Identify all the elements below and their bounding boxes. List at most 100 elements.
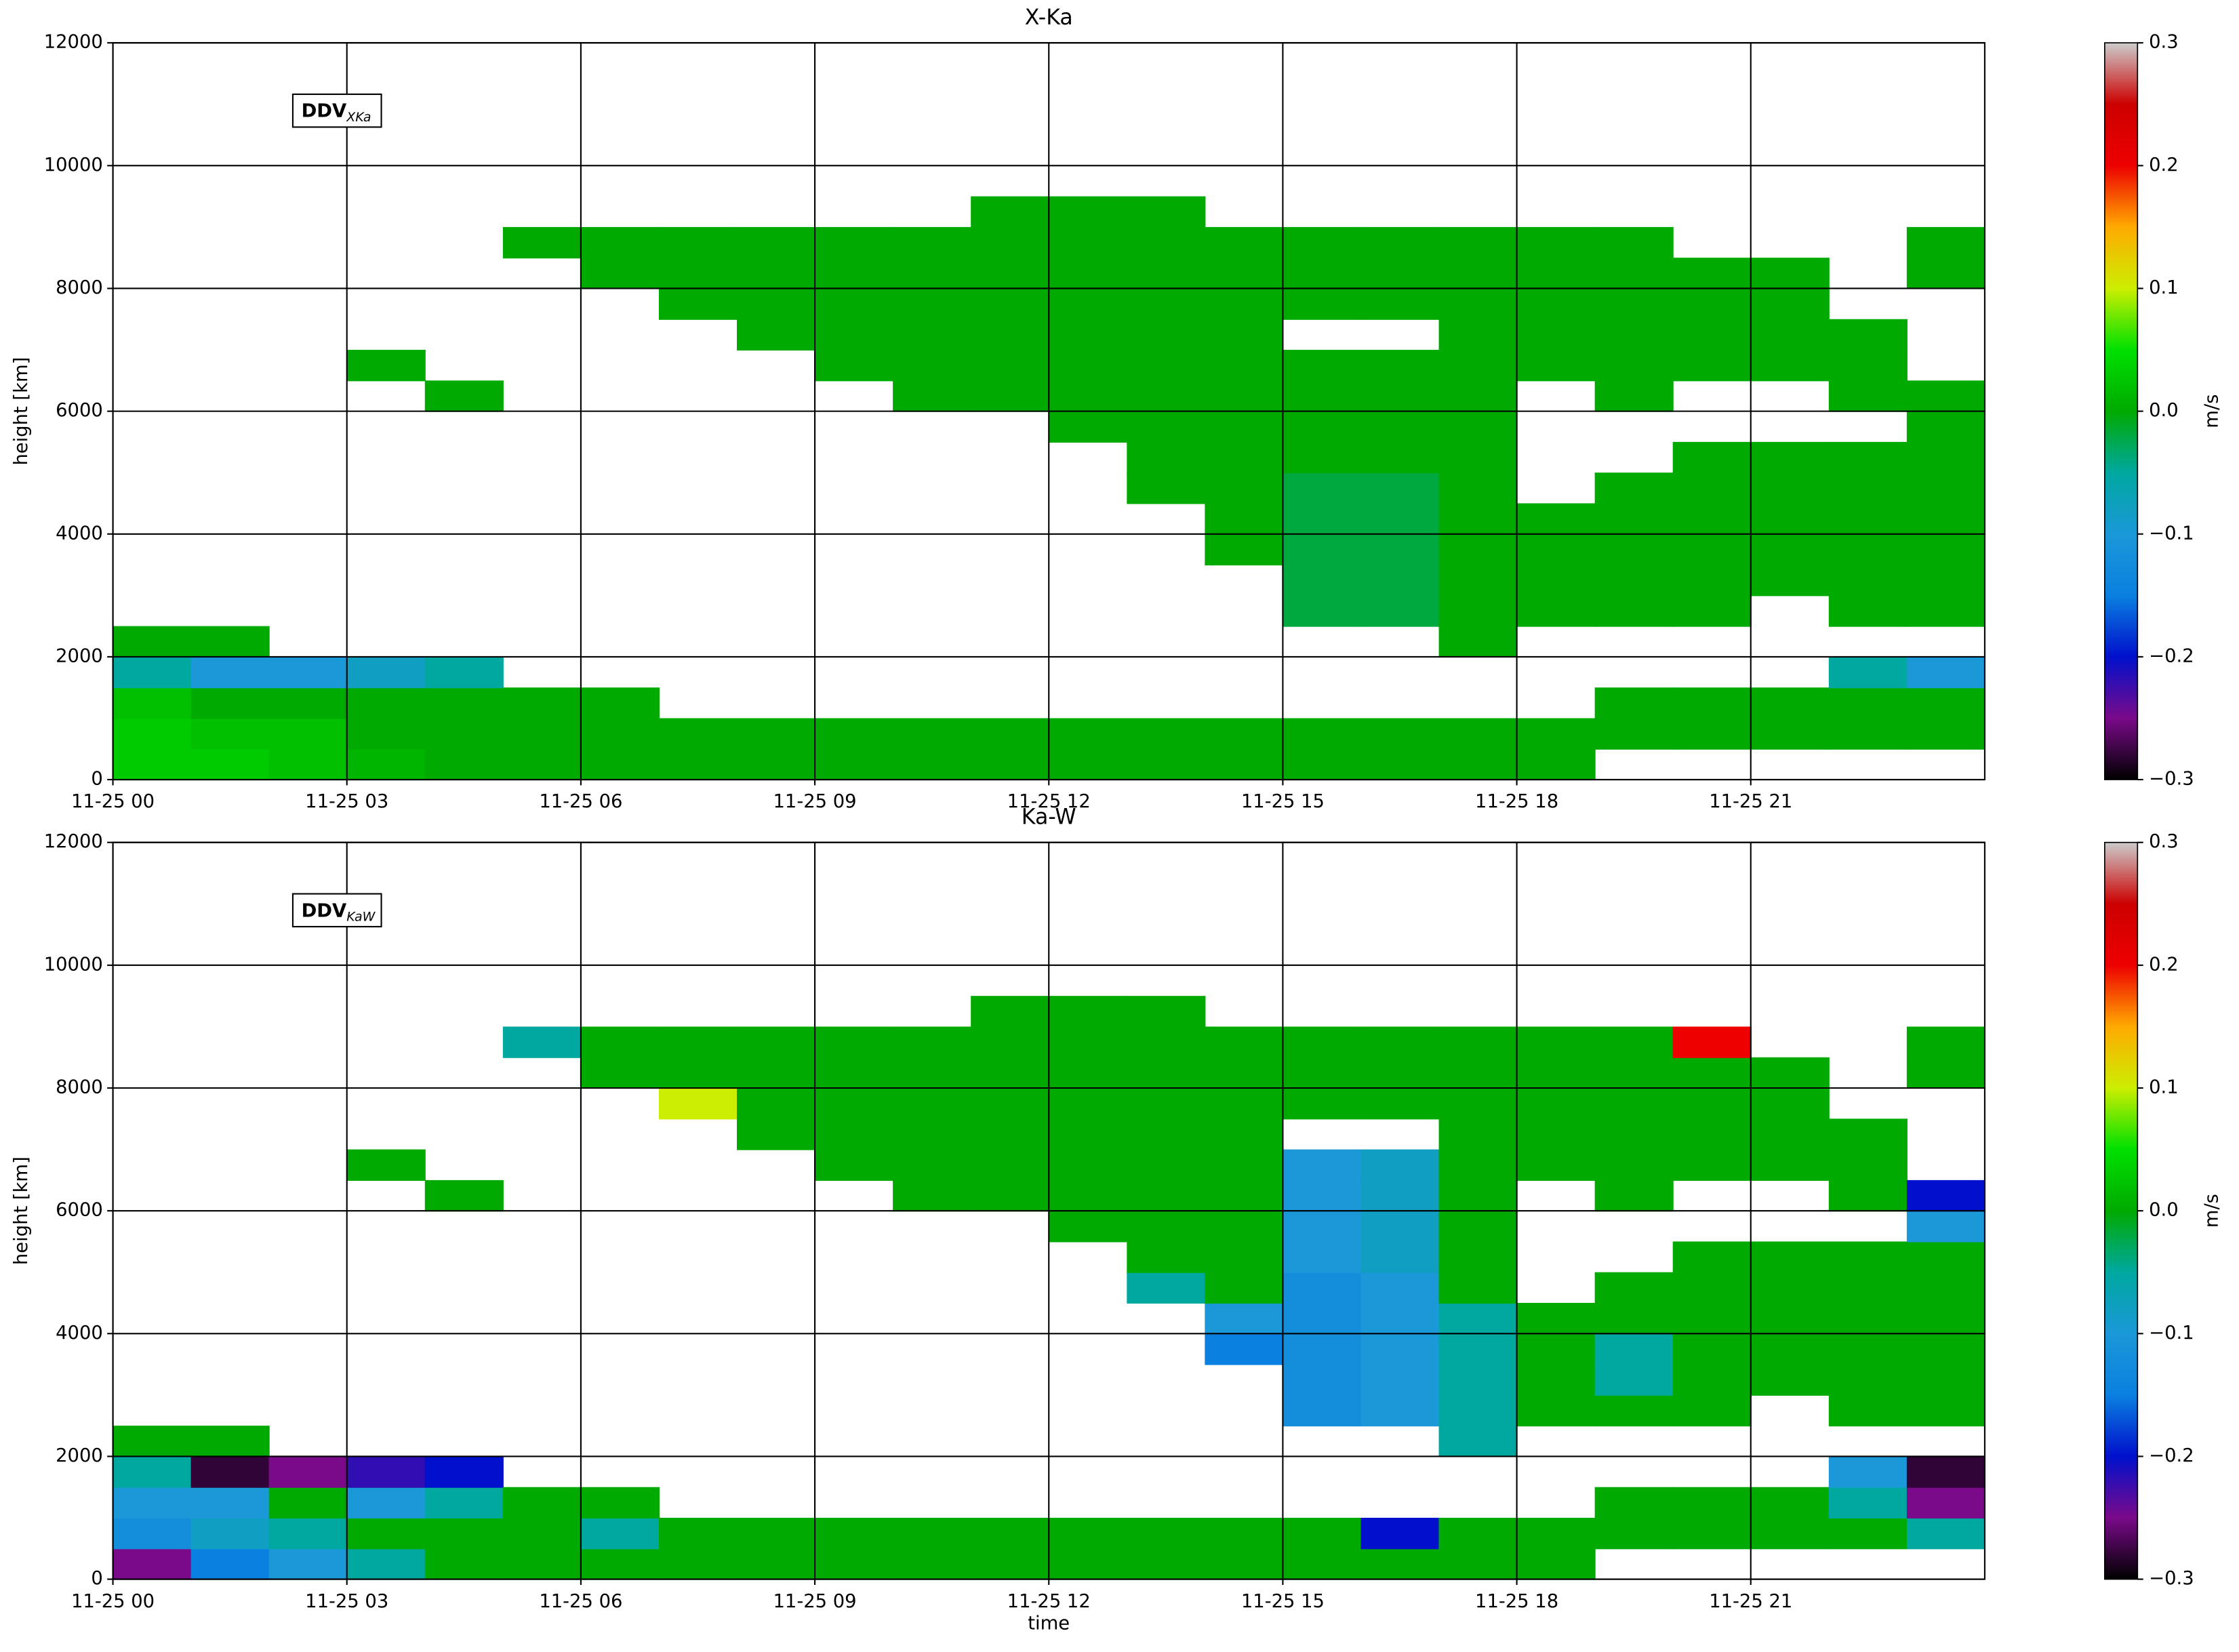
cell xyxy=(1438,1088,1518,1120)
cell xyxy=(658,1548,738,1580)
cell xyxy=(1594,1180,1674,1212)
cell xyxy=(1049,996,1128,1028)
colorbar-tick-label: 0.1 xyxy=(2149,277,2179,298)
cell xyxy=(1828,1119,1908,1150)
cell xyxy=(1049,718,1128,750)
y-tick-label: 4000 xyxy=(56,523,103,544)
cell xyxy=(1438,1333,1518,1365)
cell xyxy=(1127,441,1206,474)
annotation-main: DDV xyxy=(302,101,347,122)
x-tick-label: 11-25 03 xyxy=(305,791,388,812)
cell xyxy=(737,1518,816,1550)
cell xyxy=(1049,1119,1128,1150)
cell xyxy=(424,718,504,750)
cell xyxy=(1906,380,1985,412)
cell xyxy=(1360,226,1440,259)
cell xyxy=(1828,1272,1908,1304)
cell xyxy=(1205,1088,1284,1120)
x-tick-label: 11-25 09 xyxy=(773,791,857,812)
cell xyxy=(1205,1180,1284,1212)
cell xyxy=(1516,1518,1596,1550)
cell xyxy=(1516,1333,1596,1365)
cell xyxy=(1594,533,1674,566)
cell xyxy=(113,1487,192,1519)
cell xyxy=(502,1548,582,1580)
cell xyxy=(1438,319,1518,351)
y-tick-label: 4000 xyxy=(56,1323,103,1344)
cell xyxy=(1205,1272,1284,1304)
x-tick-label: 11-25 18 xyxy=(1475,791,1558,812)
x-tick-label: 11-25 12 xyxy=(1007,791,1091,812)
cell xyxy=(1360,1149,1440,1181)
cell xyxy=(1906,1180,1985,1212)
cell xyxy=(1438,1548,1518,1580)
cell xyxy=(1360,1548,1440,1580)
annotation-text: DDVXKa xyxy=(302,101,371,125)
cell xyxy=(815,1518,894,1550)
colorbar-tick-label: −0.2 xyxy=(2149,1445,2194,1466)
cell xyxy=(971,1119,1050,1150)
cell xyxy=(1438,350,1518,382)
cell xyxy=(1594,1303,1674,1335)
cell xyxy=(1049,226,1128,259)
cell xyxy=(1360,1394,1440,1427)
cell xyxy=(1516,718,1596,750)
cell xyxy=(190,687,270,719)
cell xyxy=(1360,1026,1440,1058)
cell xyxy=(1360,288,1440,320)
cell xyxy=(815,1026,894,1058)
cell xyxy=(1049,1057,1128,1089)
cell xyxy=(502,748,582,781)
cell xyxy=(971,1057,1050,1089)
cell xyxy=(580,1548,660,1580)
cell xyxy=(815,1548,894,1580)
cell xyxy=(658,748,738,781)
x-tick-label: 11-25 15 xyxy=(1241,791,1325,812)
cell xyxy=(1205,748,1284,781)
cell xyxy=(1828,1333,1908,1365)
cell xyxy=(1594,1149,1674,1181)
cell xyxy=(1205,1211,1284,1243)
cell xyxy=(1360,1518,1440,1550)
cell xyxy=(1438,1149,1518,1181)
cell xyxy=(1438,1119,1518,1150)
cell xyxy=(190,656,270,689)
heatmap xyxy=(113,196,1985,781)
cell xyxy=(1127,1180,1206,1212)
y-tick-label: 2000 xyxy=(56,645,103,666)
cell xyxy=(1594,595,1674,627)
cell xyxy=(1672,1026,1752,1058)
cell xyxy=(1828,565,1908,597)
cell xyxy=(1750,1272,1830,1304)
cell xyxy=(737,258,816,289)
cell xyxy=(1360,1272,1440,1304)
cell xyxy=(1205,1333,1284,1365)
cell xyxy=(1438,1211,1518,1243)
cell xyxy=(1750,319,1830,351)
cell xyxy=(1205,1119,1284,1150)
cell xyxy=(1672,1088,1752,1120)
cell xyxy=(1750,1303,1830,1335)
cell xyxy=(971,996,1050,1028)
cell xyxy=(1906,1518,1985,1550)
cell xyxy=(1283,1180,1362,1212)
cell xyxy=(1283,441,1362,474)
colorbar xyxy=(2104,42,2139,780)
cell xyxy=(1672,503,1752,535)
cell xyxy=(268,656,348,689)
cell xyxy=(1438,288,1518,320)
cell xyxy=(580,258,660,289)
cell xyxy=(1205,718,1284,750)
cell xyxy=(1205,503,1284,535)
cell xyxy=(1672,533,1752,566)
cell xyxy=(1750,1333,1830,1365)
cell xyxy=(1516,1394,1596,1427)
cell xyxy=(1127,1518,1206,1550)
cell xyxy=(1283,1364,1362,1396)
cell xyxy=(1516,1303,1596,1335)
y-tick-label: 8000 xyxy=(56,277,103,298)
cell xyxy=(1828,656,1908,689)
cell xyxy=(1283,1333,1362,1365)
cell xyxy=(1828,687,1908,719)
y-axis-label: height [km] xyxy=(11,357,32,466)
